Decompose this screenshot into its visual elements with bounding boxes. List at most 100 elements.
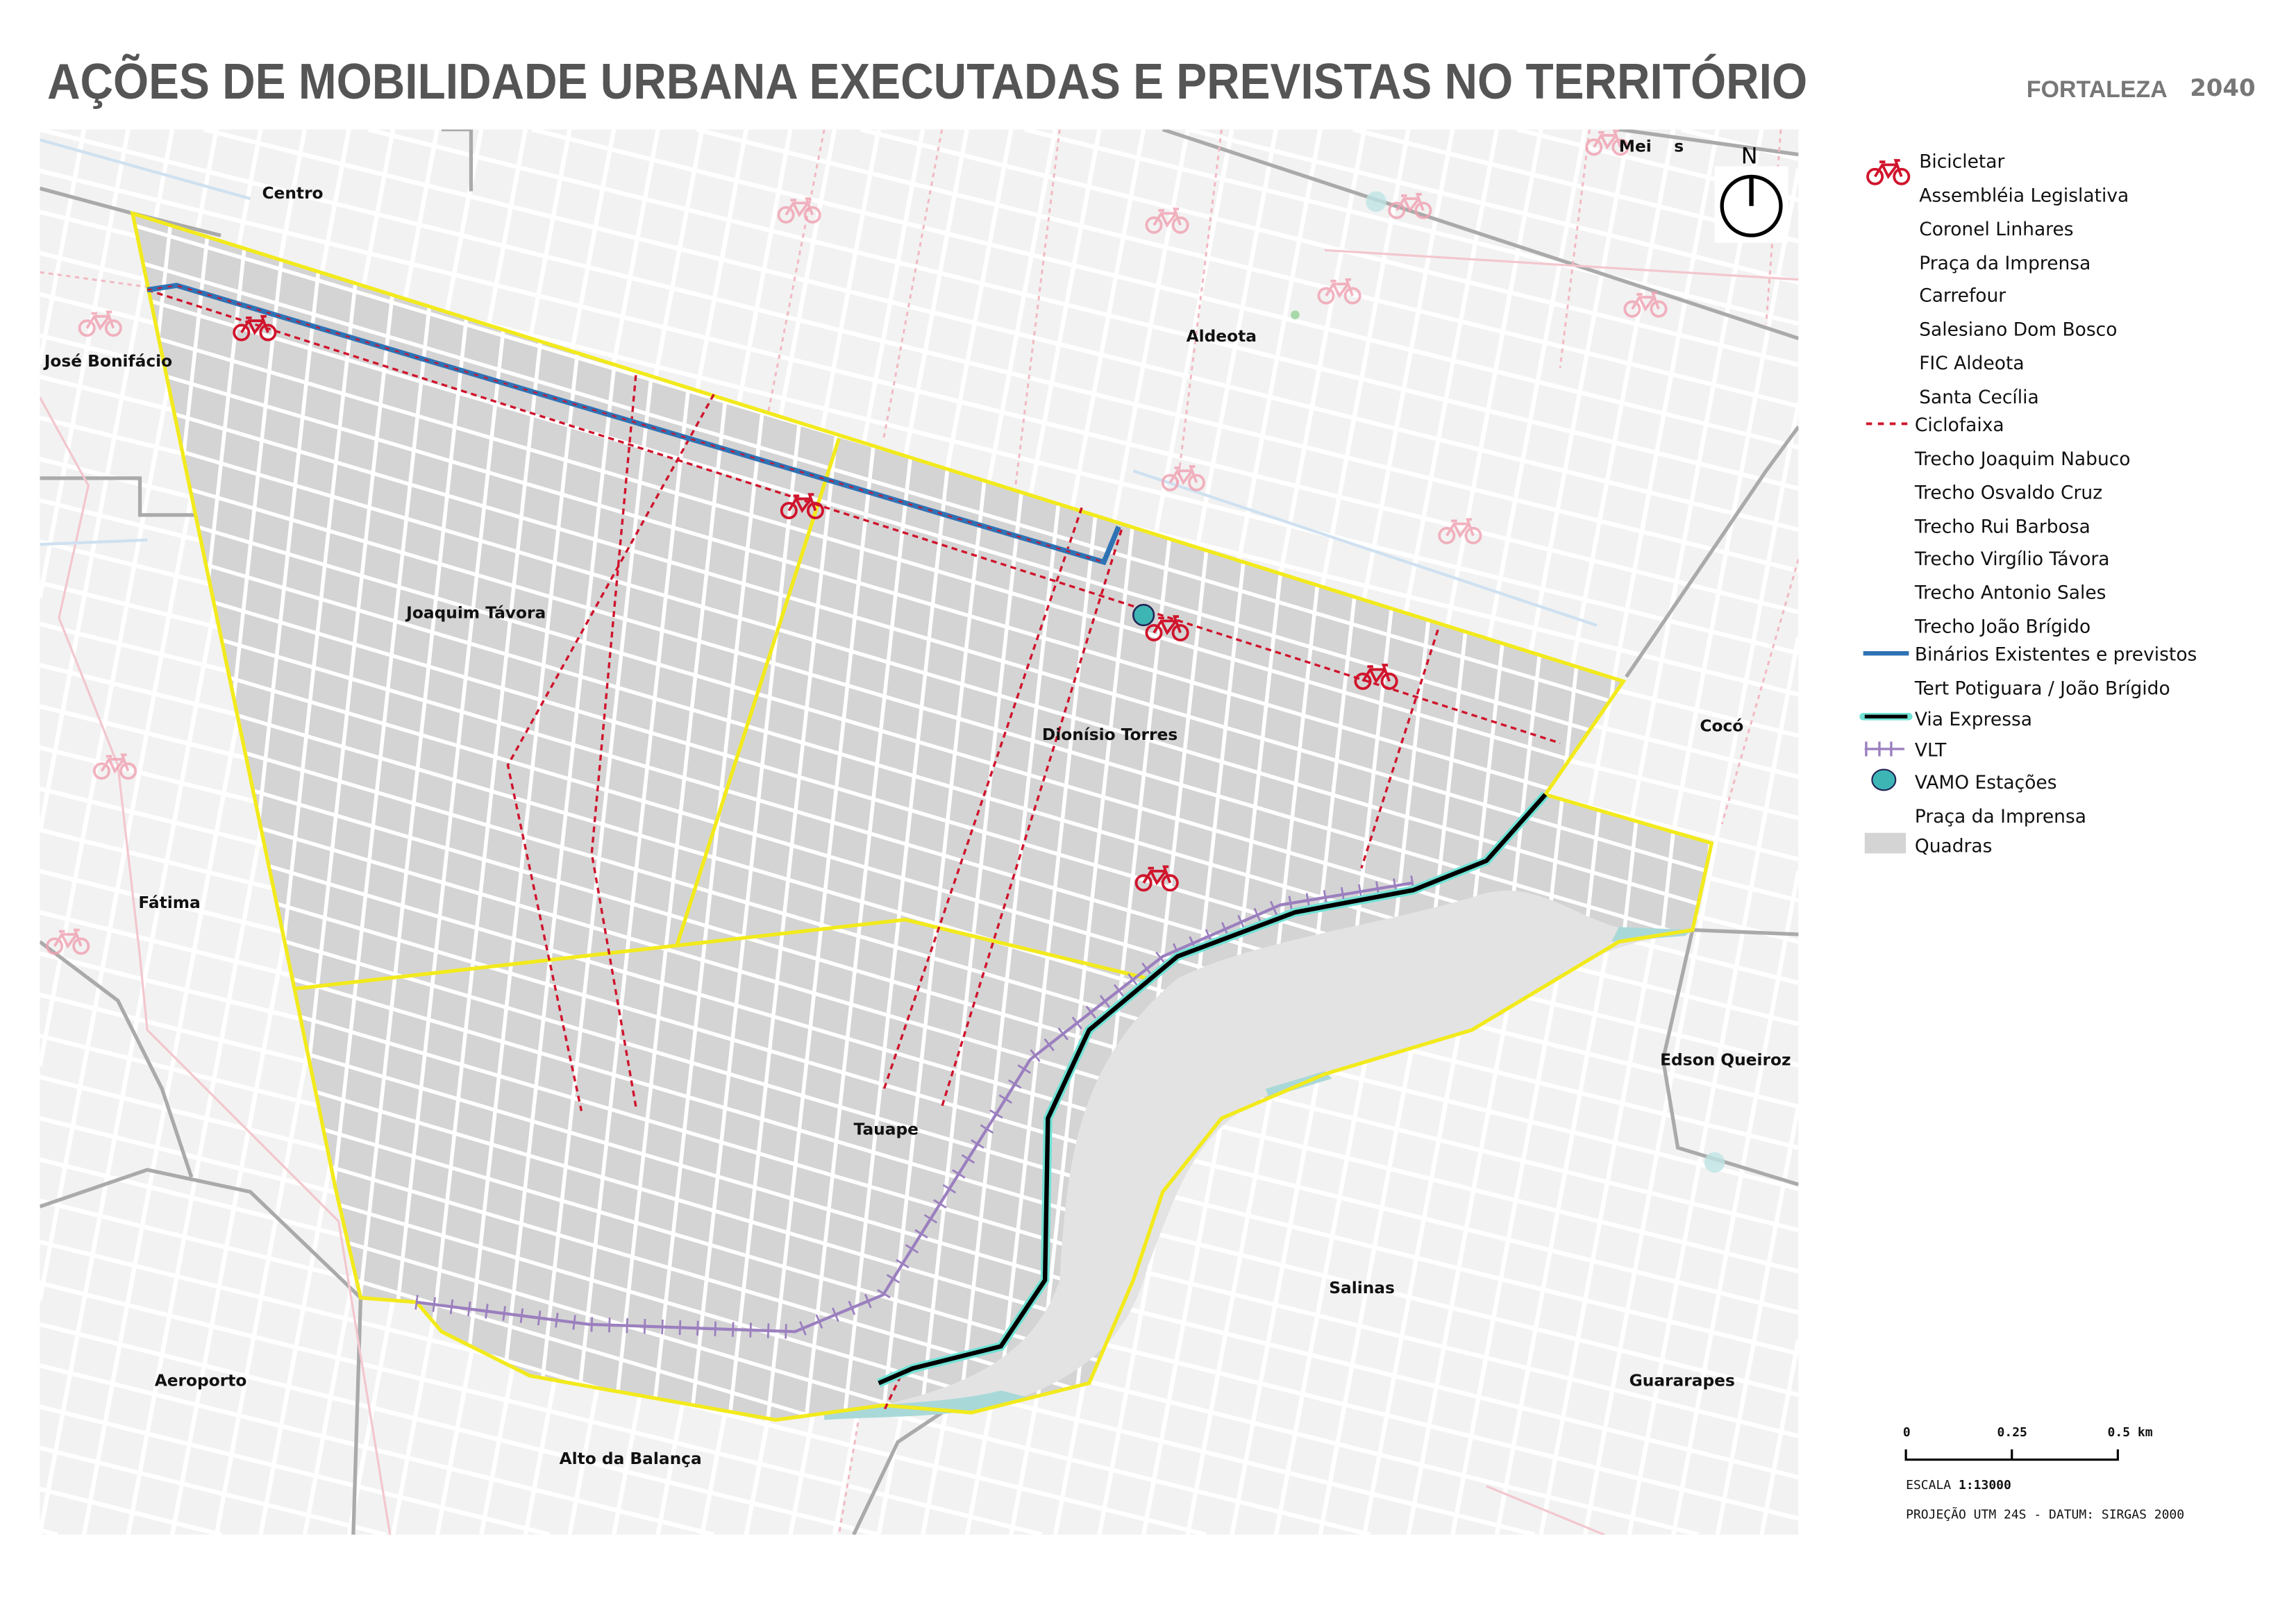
vlt-tick xyxy=(414,1295,419,1310)
light-blue-roads xyxy=(40,138,1598,627)
vlt-tick xyxy=(848,1300,856,1315)
street xyxy=(203,129,1799,532)
vamo-swatch xyxy=(1871,768,1897,791)
vlt-tick xyxy=(485,1304,489,1319)
street xyxy=(132,329,1712,804)
vlt-tick xyxy=(731,1322,735,1337)
street xyxy=(40,1487,222,1535)
territory-divider xyxy=(675,437,841,945)
vlt-tick xyxy=(1269,900,1277,916)
vlt-tick xyxy=(942,1184,957,1194)
legend-bicicletar-item: Assembléia Legislativa xyxy=(1919,185,2129,206)
label-jose-bonifacio: José Bonifácio xyxy=(43,352,172,371)
street xyxy=(1024,129,1799,326)
brand-year: 2040 xyxy=(2190,74,2255,101)
vamo-station-faded xyxy=(1704,1152,1725,1173)
legend-ciclofaixa-item: Trecho João Brígido xyxy=(1914,616,2090,637)
street xyxy=(40,1322,879,1535)
vlt-tick xyxy=(896,1259,910,1269)
label-fatima: Fátima xyxy=(138,893,200,912)
legend-bicicletar-item: Santa Cecília xyxy=(1919,387,2039,408)
ciclofaixa-rui-barbosa xyxy=(590,375,637,1107)
binario-overlay-dash xyxy=(146,285,1105,563)
label-guararapes: Guararapes xyxy=(1629,1372,1735,1390)
label-alto-da-balanca: Alto da Balança xyxy=(560,1449,702,1468)
street xyxy=(612,220,747,1420)
scale-label: ESCALA 1:13000 xyxy=(1906,1478,2011,1492)
vlt-tick xyxy=(886,1274,900,1284)
scale-tick-025: 0.25 xyxy=(1997,1425,2027,1440)
street xyxy=(460,220,594,1420)
street xyxy=(531,129,1799,450)
street xyxy=(40,168,1799,614)
vlt-tick xyxy=(572,1315,576,1330)
ciclofaixa-south xyxy=(882,1375,902,1413)
street xyxy=(1715,1104,1799,1535)
ciclofaixa-antonio-sales xyxy=(941,529,1123,1107)
vlt-tick xyxy=(877,1288,891,1299)
north-label: N xyxy=(1741,143,1758,169)
label-tauape: Tauape xyxy=(854,1120,919,1138)
street xyxy=(40,129,87,364)
territory-divider xyxy=(294,918,1149,991)
street xyxy=(132,435,1712,910)
vlt-ticks xyxy=(414,875,1415,1339)
territory-outline xyxy=(130,210,1714,1422)
street xyxy=(367,129,1799,491)
legend-vamo-item: Praça da Imprensa xyxy=(1915,806,2086,827)
vlt-tick xyxy=(643,1318,646,1334)
vlt-tick xyxy=(432,1297,436,1312)
legend-bicicletar-item: Praça da Imprensa xyxy=(1919,253,2090,274)
map-area[interactable]: Centro José Bonifácio Aldeota Joaquim Tá… xyxy=(40,129,1799,1535)
ciclofaixa-joao-brigido xyxy=(1360,629,1439,869)
scale-tick-05: 0.5 km xyxy=(2108,1425,2153,1440)
vlt-tick xyxy=(608,1318,611,1333)
street xyxy=(498,220,632,1420)
legend-bicicletar-item: Carrefour xyxy=(1919,285,2006,307)
label-aeroporto: Aeroporto xyxy=(155,1372,247,1390)
legend-quadras: Quadras xyxy=(1915,835,1993,857)
legend-ciclofaixa-title: Ciclofaixa xyxy=(1915,414,2004,436)
legend: Bicicletar Assembléia Legislativa Corone… xyxy=(1859,151,2197,857)
legend-binarios-title: Binários Existentes e previstos xyxy=(1915,644,2197,666)
vlt-tick xyxy=(980,1124,994,1134)
legend-ciclofaixa-item: Trecho Virgílio Távora xyxy=(1914,548,2110,570)
legend-via-expressa: Via Expressa xyxy=(1915,709,2032,730)
street xyxy=(421,220,555,1420)
vamo-station-praca-da-imprensa[interactable] xyxy=(1132,603,1155,627)
vlt-tick xyxy=(1253,907,1262,923)
vlt-tick xyxy=(467,1301,471,1317)
vlt-tick xyxy=(555,1313,559,1328)
vlt-tick xyxy=(905,1244,919,1254)
vlt-tick xyxy=(626,1318,628,1334)
label-centro: Centro xyxy=(262,184,323,203)
vlt-tick xyxy=(815,1314,823,1329)
legend-ciclofaixa-item: Trecho Rui Barbosa xyxy=(1914,516,2090,537)
vlt-tick xyxy=(1017,1064,1031,1074)
vlt-tick xyxy=(1044,1038,1055,1052)
poi-dot xyxy=(1291,310,1300,319)
vamo-station-faded xyxy=(1366,191,1386,212)
vlt-tick xyxy=(785,1324,787,1339)
street xyxy=(1759,1339,1799,1535)
street xyxy=(132,470,1712,945)
vlt-tick xyxy=(714,1321,717,1336)
street xyxy=(40,129,1799,573)
legend-vlt: VLT xyxy=(1915,740,1947,762)
street xyxy=(132,399,1712,875)
label-salinas: Salinas xyxy=(1329,1279,1395,1297)
map-title: AÇÕES DE MOBILIDADE URBANA EXECUTADAS E … xyxy=(47,53,1807,110)
vlt-tick xyxy=(1057,1027,1069,1041)
street xyxy=(344,220,479,1420)
legend-bicicletar-title: Bicicletar xyxy=(1919,151,2004,173)
label-aldeota: Aldeota xyxy=(1187,327,1257,346)
vlt-tick xyxy=(1288,895,1293,911)
street xyxy=(40,1528,58,1535)
vlt-tick xyxy=(519,1308,524,1324)
vlt-tick xyxy=(923,1213,938,1224)
ciclofaixa-lines xyxy=(146,288,1561,1413)
ciclofaixa-joaquim-nabuco xyxy=(146,288,1561,745)
brand-name: FORTALEZA xyxy=(2027,76,2168,103)
vlt-tick xyxy=(766,1323,770,1338)
via-expressa xyxy=(878,793,1548,1386)
